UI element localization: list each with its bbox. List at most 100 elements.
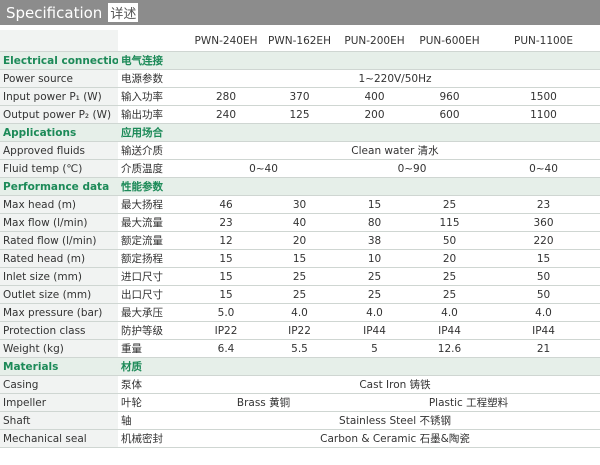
table-body: PWN-240EH PWN-162EH PUN-200EH PUN-600EH PUN-… <box>0 30 600 448</box>
spec-row: Rated flow (l/min) 额定流量 12 20 38 50 220 <box>0 231 600 250</box>
spec-value: 280 <box>190 87 262 106</box>
spec-value: 40 <box>262 213 337 232</box>
spec-value: 0~40 <box>190 159 337 178</box>
spec-label: Output power P₂ (W) <box>0 105 118 124</box>
spec-value: IP44 <box>487 321 600 340</box>
spec-label-cn: 泵体 <box>118 375 190 394</box>
spec-value: 23 <box>487 195 600 214</box>
spec-value: 600 <box>412 105 487 124</box>
spec-label: Outlet size (mm) <box>0 285 118 304</box>
blank-cell <box>0 30 118 52</box>
spec-label-cn: 最大承压 <box>118 303 190 322</box>
spec-row: Fluid temp (℃) 介质温度 0~40 0~90 0~40 <box>0 159 600 178</box>
spec-value: 50 <box>487 285 600 304</box>
spec-row: Input power P₁ (W) 输入功率 280 370 400 960 1500 <box>0 87 600 106</box>
spec-value: 30 <box>262 195 337 214</box>
title-bar: Specification 详述 <box>0 0 600 25</box>
section-title-cn: 性能参数 <box>118 177 600 196</box>
spec-label: Rated flow (l/min) <box>0 231 118 250</box>
spec-value: 25 <box>337 285 412 304</box>
spec-row: Max head (m) 最大扬程 46 30 15 25 23 <box>0 195 600 214</box>
spec-row: Weight (kg) 重量 6.4 5.5 5 12.6 21 <box>0 339 600 358</box>
spec-label: Max pressure (bar) <box>0 303 118 322</box>
spec-value: 23 <box>190 213 262 232</box>
spec-label-cn: 输入功率 <box>118 87 190 106</box>
spec-value: 38 <box>337 231 412 250</box>
spec-value: 20 <box>412 249 487 268</box>
spec-value: 360 <box>487 213 600 232</box>
spec-label: Max head (m) <box>0 195 118 214</box>
spec-value: 0~90 <box>337 159 487 178</box>
spec-value: 5.5 <box>262 339 337 358</box>
spec-label-cn: 最大流量 <box>118 213 190 232</box>
spec-value: 25 <box>412 195 487 214</box>
section-title: Materials <box>0 357 118 376</box>
title: Specification <box>6 3 103 22</box>
header-row: PWN-240EH PWN-162EH PUN-200EH PUN-600EH PUN-… <box>0 30 600 52</box>
model-name: PUN-200EH <box>337 30 412 52</box>
spec-value: 1~220V/50Hz <box>190 69 600 88</box>
spec-value: 220 <box>487 231 600 250</box>
model-name: PWN-240EH <box>190 30 262 52</box>
spec-value: 46 <box>190 195 262 214</box>
spec-value: IP44 <box>337 321 412 340</box>
spec-value: IP22 <box>262 321 337 340</box>
spec-value: 12.6 <box>412 339 487 358</box>
spec-label-cn: 输送介质 <box>118 141 190 160</box>
spec-label-cn: 电源参数 <box>118 69 190 88</box>
spec-label: Shaft <box>0 411 118 430</box>
spec-label: Casing <box>0 375 118 394</box>
spec-value: 370 <box>262 87 337 106</box>
spec-label: Max flow (l/min) <box>0 213 118 232</box>
section-title: Electrical connection <box>0 51 118 70</box>
model-name: PUN-600EH <box>412 30 487 52</box>
section-row: Electrical connection 电气连接 <box>0 51 600 70</box>
section-title-cn: 材质 <box>118 357 600 376</box>
spec-value: 21 <box>487 339 600 358</box>
spec-row: Rated head (m) 额定扬程 15 15 10 20 15 <box>0 249 600 268</box>
spec-value: 5 <box>337 339 412 358</box>
spec-value: 25 <box>412 267 487 286</box>
spec-value: 15 <box>190 267 262 286</box>
spec-value: IP44 <box>412 321 487 340</box>
spec-label-cn: 额定扬程 <box>118 249 190 268</box>
spec-value: Stainless Steel 不锈钢 <box>190 411 600 430</box>
spec-value: 240 <box>190 105 262 124</box>
spec-row: Mechanical seal 机械密封 Carbon & Ceramic 石墨&陶… <box>0 429 600 448</box>
spec-value: Clean water 清水 <box>190 141 600 160</box>
spec-label: Power source <box>0 69 118 88</box>
spec-value: 80 <box>337 213 412 232</box>
spec-label: Impeller <box>0 393 118 412</box>
section-title: Performance data <box>0 177 118 196</box>
spec-label-cn: 叶轮 <box>118 393 190 412</box>
spec-value: 200 <box>337 105 412 124</box>
spec-row: Impeller 叶轮 Brass 黄铜 Plastic 工程塑料 <box>0 393 600 412</box>
spec-label-cn: 最大扬程 <box>118 195 190 214</box>
spec-value: 4.0 <box>412 303 487 322</box>
spec-value: 0~40 <box>487 159 600 178</box>
spec-value: 4.0 <box>262 303 337 322</box>
section-row: Applications 应用场合 <box>0 123 600 142</box>
spec-label: Mechanical seal <box>0 429 118 448</box>
spec-value: 5.0 <box>190 303 262 322</box>
spec-value: 400 <box>337 87 412 106</box>
spec-value: 25 <box>262 267 337 286</box>
spec-label-cn: 输出功率 <box>118 105 190 124</box>
model-name: PWN-162EH <box>262 30 337 52</box>
spec-row: Outlet size (mm) 出口尺寸 15 25 25 25 50 <box>0 285 600 304</box>
spec-label-cn: 机械密封 <box>118 429 190 448</box>
spec-label-cn: 防护等级 <box>118 321 190 340</box>
spec-label-cn: 额定流量 <box>118 231 190 250</box>
spec-row: Shaft 轴 Stainless Steel 不锈钢 <box>0 411 600 430</box>
section-row: Materials 材质 <box>0 357 600 376</box>
spec-value: 25 <box>262 285 337 304</box>
spec-row: Output power P₂ (W) 输出功率 240 125 200 600 1100 <box>0 105 600 124</box>
spec-row: Protection class 防护等级 IP22 IP22 IP44 IP44 IP44 <box>0 321 600 340</box>
section-title-cn: 应用场合 <box>118 123 600 142</box>
spec-value: 15 <box>487 249 600 268</box>
spec-value: Brass 黄铜 <box>190 393 337 412</box>
spec-value: IP22 <box>190 321 262 340</box>
spec-value: 15 <box>190 285 262 304</box>
